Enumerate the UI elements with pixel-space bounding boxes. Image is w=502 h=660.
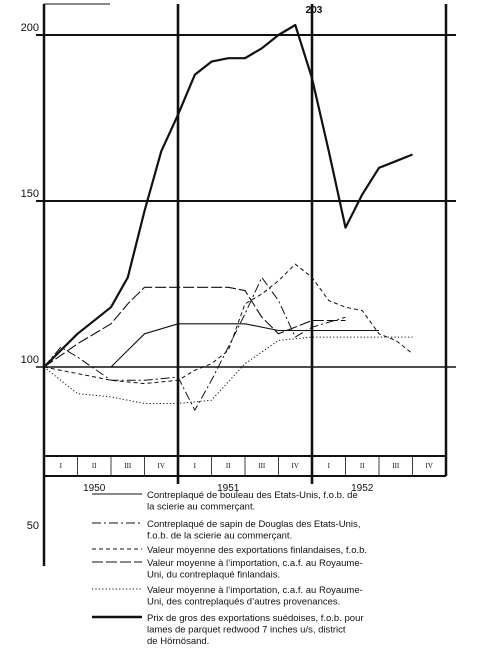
legend-label-6: de Hörnösand. — [147, 636, 209, 647]
quarter-label: III — [258, 462, 266, 470]
series-line-5 — [43, 336, 413, 404]
quarter-label: I — [194, 462, 197, 470]
quarter-label: III — [124, 462, 132, 470]
peak-label: 203 — [306, 5, 323, 16]
quarter-label: IV — [426, 462, 433, 470]
legend-label-5: Uni, des contreplaqués d’autres provenan… — [147, 597, 340, 608]
legend: Contreplaqué de bouleau des Etats-Unis, … — [92, 490, 367, 647]
legend-label-4: Valeur moyenne à l’importation, c.a.f. a… — [147, 558, 363, 569]
series-lines — [43, 23, 413, 411]
y-tick-label: 50 — [27, 520, 39, 532]
quarter-label: II — [92, 462, 97, 470]
year-labels: 1950 1951 1952 — [83, 483, 374, 494]
legend-label-3: Valeur moyenne des exportations finlanda… — [147, 545, 367, 556]
y-tick-label: 200 — [21, 22, 39, 34]
quarter-ticks: I II III IV I II III IV I II III IV — [60, 456, 447, 476]
quarter-label: IV — [158, 462, 165, 470]
quarter-label: I — [60, 462, 63, 470]
y-tick-label: 150 — [21, 188, 39, 200]
quarter-label: III — [392, 462, 400, 470]
legend-label-2: Contreplaqué de sapin de Douglas des Eta… — [147, 519, 360, 530]
chart-frame — [42, 3, 448, 566]
series-line-6 — [43, 23, 413, 368]
legend-label-2: f.o.b. de la scierie au commerçant. — [147, 531, 292, 542]
legend-label-6: lames de parquet redwood 7 inches u/s, d… — [147, 625, 346, 636]
legend-label-1: la scierie au commerçant. — [147, 502, 255, 513]
year-label: 1950 — [83, 483, 106, 494]
y-axis-ticks: 200 150 100 50 — [21, 22, 39, 532]
gridlines — [36, 4, 456, 484]
y-tick-label: 100 — [21, 354, 39, 366]
series-line-4 — [43, 286, 346, 368]
quarter-label: II — [360, 462, 365, 470]
legend-label-5: Valeur moyenne à l’importation, c.a.f. a… — [147, 585, 363, 596]
quarter-label: I — [328, 462, 331, 470]
legend-label-4: Uni, du contreplaqué finlandais. — [147, 570, 280, 581]
peak-annotation: 203 — [306, 5, 323, 16]
year-label: 1951 — [217, 483, 240, 494]
year-label: 1952 — [351, 483, 374, 494]
legend-label-6: Prix de gros des exportations suédoises,… — [147, 613, 364, 624]
legend-label-1: Contreplaqué de bouleau des Etats-Unis, … — [147, 490, 358, 501]
series-line-3 — [43, 263, 413, 385]
series-line-1 — [44, 323, 379, 368]
quarter-label: IV — [292, 462, 299, 470]
quarter-label: II — [226, 462, 231, 470]
series-line-2 — [43, 276, 346, 411]
